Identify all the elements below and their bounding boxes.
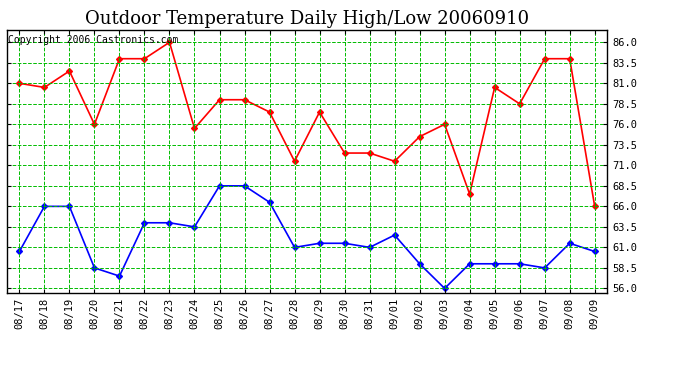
- Title: Outdoor Temperature Daily High/Low 20060910: Outdoor Temperature Daily High/Low 20060…: [85, 10, 529, 28]
- Text: Copyright 2006 Castronics.com: Copyright 2006 Castronics.com: [8, 35, 179, 45]
